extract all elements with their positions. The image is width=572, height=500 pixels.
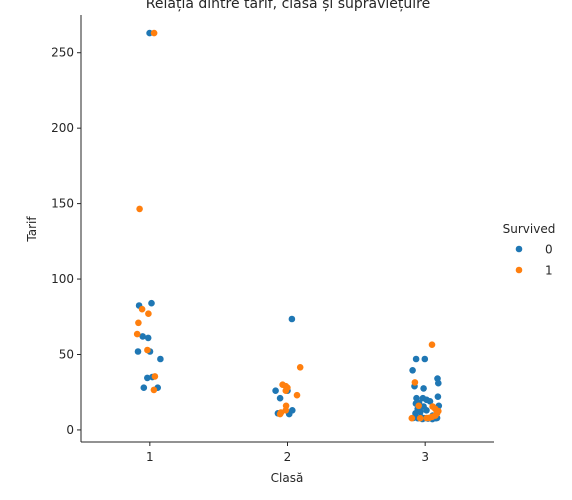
data-point-survived-1 xyxy=(136,205,143,213)
data-point-survived-0 xyxy=(420,385,427,392)
legend-title: Survived xyxy=(503,222,556,236)
data-point-survived-0 xyxy=(421,355,429,363)
data-point-survived-0 xyxy=(412,355,420,363)
data-point-survived-0 xyxy=(144,374,151,382)
data-point-survived-1 xyxy=(423,414,431,422)
data-point-survived-0 xyxy=(140,384,148,392)
y-tick-label: 150 xyxy=(51,197,74,211)
data-point-survived-0 xyxy=(157,355,164,363)
data-point-survived-1 xyxy=(145,310,152,318)
data-point-survived-0 xyxy=(272,387,279,395)
data-point-survived-1 xyxy=(296,364,304,371)
data-point-survived-1 xyxy=(411,379,419,386)
x-axis-ticks: 1 2 3 xyxy=(146,442,429,464)
data-point-survived-0 xyxy=(288,315,296,323)
legend-marker-0 xyxy=(515,245,523,253)
y-tick-label: 0 xyxy=(66,423,74,437)
data-point-survived-1 xyxy=(133,330,141,338)
x-tick-label: 3 xyxy=(421,450,429,464)
data-point-survived-0 xyxy=(409,367,416,374)
y-tick-label: 200 xyxy=(51,121,74,135)
data-point-survived-0 xyxy=(148,299,155,307)
y-axis-ticks: 0 50 100 150 200 250 xyxy=(51,46,81,437)
data-point-survived-0 xyxy=(426,398,434,405)
y-tick-label: 250 xyxy=(51,46,74,60)
y-tick-label: 50 xyxy=(59,347,74,361)
data-point-survived-1 xyxy=(276,410,284,418)
data-point-survived-1 xyxy=(138,305,146,313)
data-point-survived-1 xyxy=(144,346,151,354)
legend-label-0: 0 xyxy=(545,243,553,257)
data-point-survived-1 xyxy=(428,341,436,349)
legend-label-1: 1 xyxy=(545,264,553,278)
data-point-survived-1 xyxy=(282,407,290,414)
data-point-survived-1 xyxy=(293,391,301,399)
chart-title: Relația dintre tarif, clasă și supravieț… xyxy=(146,0,430,12)
data-point-survived-0 xyxy=(139,333,146,340)
legend: Survived 0 1 xyxy=(503,222,556,278)
data-point-survived-0 xyxy=(434,393,442,401)
x-tick-label: 1 xyxy=(146,450,154,464)
data-point-survived-1 xyxy=(150,29,158,37)
data-point-survived-1 xyxy=(282,387,290,395)
data-point-survived-0 xyxy=(134,348,142,355)
data-point-survived-0 xyxy=(276,394,284,402)
data-point-survived-0 xyxy=(423,407,430,414)
data-point-survived-1 xyxy=(408,414,416,422)
legend-marker-1 xyxy=(515,266,523,274)
data-point-survived-1 xyxy=(416,414,424,422)
data-point-survived-1 xyxy=(415,402,423,410)
y-axis-label: Tarif xyxy=(25,216,39,243)
data-point-survived-1 xyxy=(135,319,142,327)
y-tick-label: 100 xyxy=(51,272,74,286)
data-point-survived-1 xyxy=(150,386,158,394)
data-point-survived-1 xyxy=(151,373,159,380)
data-points xyxy=(133,29,443,423)
data-point-survived-0 xyxy=(144,334,152,342)
x-tick-label: 2 xyxy=(284,450,292,464)
x-axis-label: Clasă xyxy=(271,471,304,485)
data-point-survived-0 xyxy=(435,379,442,387)
